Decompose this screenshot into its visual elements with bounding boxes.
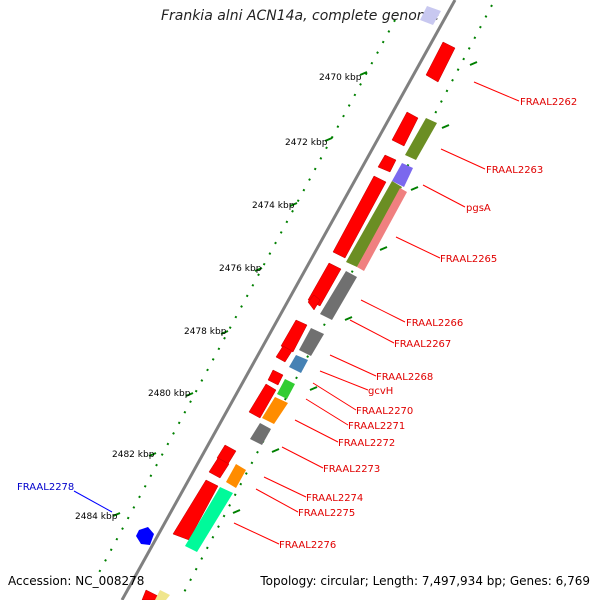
tick-label: 2476 kbp [219,264,262,274]
gene-feature[interactable] [208,457,230,479]
gene-label[interactable]: FRAAL2263 [486,165,543,176]
gene-label[interactable]: FRAAL2262 [520,97,577,108]
gene-feature-fraal2262[interactable] [425,41,456,83]
gene-feature-fraal2265-b[interactable] [357,188,407,271]
gene-label-fraal2278[interactable]: FRAAL2278 [17,482,74,493]
scale-track [94,4,493,600]
gene-labels: FRAAL2262 FRAAL2263 pgsA FRAAL2265 FRAAL… [17,97,577,551]
genome-backbone [120,0,457,600]
tick-label: 2470 kbp [319,73,362,83]
gene-label[interactable]: FRAAL2270 [356,406,413,417]
tick-label: 2478 kbp [184,327,227,337]
forward-strand-features [141,41,456,600]
gene-feature[interactable] [267,369,284,386]
tick-labels: 2470 kbp 2472 kbp 2474 kbp 2476 kbp 2478… [75,73,362,522]
gene-feature-gcvh[interactable] [289,355,308,373]
genome-summary-text: Topology: circular; Length: 7,497,934 bp… [260,574,590,588]
gene-feature-fraal2273[interactable] [250,423,271,445]
gene-feature[interactable] [307,262,342,307]
gene-feature[interactable] [280,319,308,353]
gene-feature-pgsa[interactable] [392,163,413,187]
gene-label[interactable]: FRAAL2265 [440,254,497,265]
tick-label: 2482 kbp [112,450,155,460]
gene-feature[interactable] [391,111,419,147]
gene-label[interactable]: FRAAL2266 [406,318,463,329]
gene-feature-fraal2271[interactable] [277,379,295,399]
reverse-strand-features [155,6,441,600]
label-leader-line-fraal2278 [73,490,113,513]
gene-feature-fraal2265[interactable] [346,181,402,267]
gene-label[interactable]: pgsA [466,203,491,214]
gene-feature-fraal2268[interactable] [299,328,324,356]
gene-feature-fraal2267[interactable] [320,271,357,320]
gene-feature[interactable] [377,154,397,173]
gene-feature-top-lavender[interactable] [420,6,441,25]
label-leader-lines [233,81,520,545]
scale-ticks [112,61,478,517]
gene-label[interactable]: gcvH [368,386,393,397]
tick-label: 2474 kbp [252,201,295,211]
gene-label[interactable]: FRAAL2275 [298,508,355,519]
gene-label[interactable]: FRAAL2272 [338,438,395,449]
tick-label: 2480 kbp [148,389,191,399]
tick-label: 2484 kbp [75,512,118,522]
gene-label[interactable]: FRAAL2276 [279,540,336,551]
gene-feature[interactable] [275,345,293,363]
scale-dots-outer-left [94,19,396,581]
gene-feature-fraal2263[interactable] [405,118,437,160]
gene-feature-bottom-khaki[interactable] [155,590,170,600]
gene-feature-fraal2272[interactable] [262,397,288,424]
gene-label[interactable]: FRAAL2271 [348,421,405,432]
gene-feature[interactable] [332,175,387,259]
genome-title: Frankia alni ACN14a, complete genome [160,8,440,24]
gene-feature[interactable] [141,589,159,600]
gene-feature[interactable] [307,294,321,311]
accession-text: Accession: NC_008278 [8,574,145,588]
gene-feature-fraal2275[interactable] [226,464,246,488]
tick-label: 2472 kbp [285,138,328,148]
gene-label[interactable]: FRAAL2274 [306,493,363,504]
gene-feature[interactable] [248,383,277,419]
gene-label[interactable]: FRAAL2267 [394,339,451,350]
gene-label[interactable]: FRAAL2268 [376,372,433,383]
gene-feature-fraal2276[interactable] [185,487,233,552]
gene-feature-fraal2278[interactable] [136,527,154,545]
gene-label[interactable]: FRAAL2273 [323,464,380,475]
